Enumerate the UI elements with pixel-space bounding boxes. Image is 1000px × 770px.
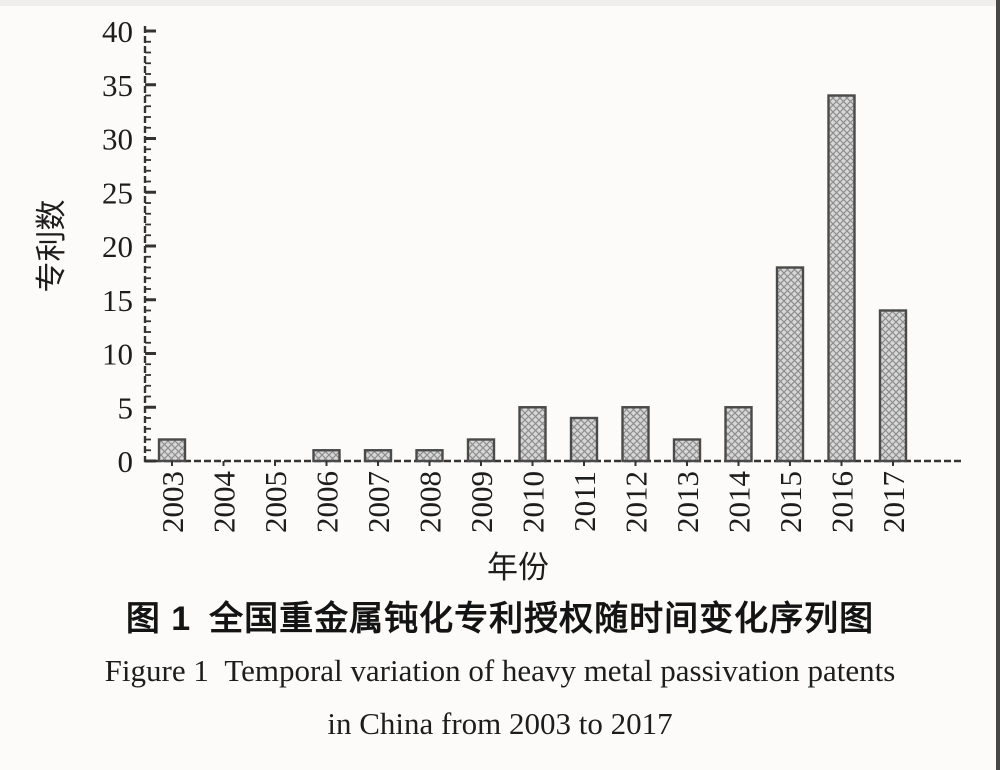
y-tick-label: 15 <box>102 283 133 318</box>
y-tick-label: 35 <box>102 68 133 103</box>
x-year-label: 2015 <box>773 471 808 533</box>
y-tick-label: 30 <box>102 122 133 157</box>
x-year-label: 2010 <box>516 471 551 533</box>
x-year-label: 2007 <box>361 471 396 533</box>
x-axis-title: 年份 <box>487 550 549 585</box>
bar-2012 <box>621 406 650 463</box>
bar-2011 <box>569 416 599 463</box>
bar-2013 <box>672 438 702 463</box>
x-year-label: 2005 <box>258 471 293 533</box>
bar-2009 <box>466 438 496 463</box>
x-year-label: 2011 <box>567 471 602 532</box>
caption-english-line2: in China from 2003 to 2017 <box>327 706 673 741</box>
bar-2016 <box>827 94 856 463</box>
y-axis-title: 专利数 <box>34 200 69 293</box>
y-tick-label: 10 <box>102 337 133 372</box>
y-tick-label: 40 <box>102 14 133 49</box>
bar-2003 <box>157 438 187 463</box>
bar-2007 <box>363 449 393 463</box>
y-tick-label: 20 <box>102 229 133 264</box>
x-year-label: 2017 <box>876 471 911 533</box>
scan-top-band <box>0 0 1000 6</box>
x-year-label: 2009 <box>464 471 499 533</box>
x-year-label: 2014 <box>722 471 757 534</box>
caption-chinese: 图 1 全国重金属钝化专利授权随时间变化序列图 <box>125 600 875 638</box>
scan-right-edge <box>996 0 1000 770</box>
bar-2014 <box>724 406 753 463</box>
bar-2017 <box>878 309 908 463</box>
x-year-label: 2016 <box>825 471 860 533</box>
bar-2015 <box>775 266 805 463</box>
x-year-label: 2004 <box>207 471 242 534</box>
x-year-label: 2012 <box>619 471 654 533</box>
bar-2010 <box>518 406 547 463</box>
bar-2006 <box>312 449 341 463</box>
y-tick-label: 25 <box>102 175 133 210</box>
x-year-label: 2008 <box>413 471 448 533</box>
x-year-label: 2013 <box>670 471 705 533</box>
bar-2008 <box>415 449 444 463</box>
y-tick-label: 0 <box>118 444 134 479</box>
x-year-label: 2003 <box>155 471 190 533</box>
y-tick-label: 5 <box>118 390 134 425</box>
patent-bar-chart: 0 5 10 15 20 25 30 35 40 2003 2004 2005 2006 2007 2008… <box>34 14 964 585</box>
x-year-label: 2006 <box>310 471 345 533</box>
caption-english-line1: Figure 1 Temporal variation of heavy met… <box>104 653 896 688</box>
